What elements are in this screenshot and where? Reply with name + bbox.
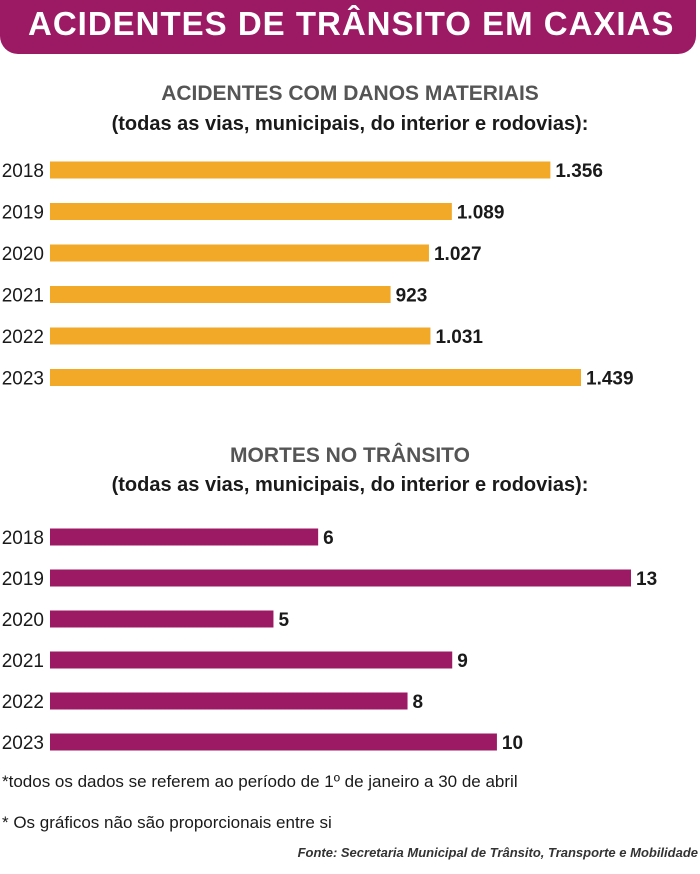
value-label-2020: 1.027 (434, 244, 482, 265)
year-label-2021: 2021 (2, 651, 44, 672)
year-label-2021: 2021 (2, 286, 44, 307)
year-label-2020: 2020 (2, 610, 44, 631)
year-label-2019: 2019 (2, 569, 44, 590)
value-label-2023: 1.439 (586, 369, 634, 390)
accidents-bar-chart: 2018 1.356 2019 1.089 2020 1.027 2021 923 2022 1.… (2, 161, 634, 390)
page-title: ACIDENTES DE TRÂNSITO EM CAXIAS (28, 5, 675, 42)
year-label-2022: 2022 (2, 327, 44, 348)
value-label-2019: 1.089 (457, 203, 505, 224)
bar-2022 (50, 327, 431, 345)
year-label-2018: 2018 (2, 161, 44, 182)
year-label-2023: 2023 (2, 369, 44, 390)
bar-2019 (50, 203, 452, 220)
chart-2-subtitle: (todas as vias, municipais, do interior … (111, 474, 589, 496)
year-label-2018: 2018 (2, 528, 44, 549)
title-banner: ACIDENTES DE TRÂNSITO EM CAXIAS (0, 0, 696, 54)
value-label-2023: 10 (502, 733, 523, 754)
bar-2023 (50, 369, 581, 386)
chart-1-title: ACIDENTES COM DANOS MATERIAIS (161, 82, 539, 105)
bar-2018 (50, 161, 551, 179)
value-label-2018: 6 (323, 528, 334, 549)
bar-2018 (50, 528, 319, 546)
bar-2020 (50, 610, 274, 628)
value-label-2021: 923 (396, 286, 428, 307)
value-label-2021: 9 (457, 651, 468, 672)
bar-2019 (50, 569, 631, 587)
year-label-2023: 2023 (2, 733, 44, 754)
year-label-2019: 2019 (2, 203, 44, 224)
year-label-2020: 2020 (2, 244, 44, 265)
chart-1-subtitle: (todas as vias, municipais, do interior … (111, 113, 589, 135)
footnote-proportion: * Os gráficos não são proporcionais entr… (2, 813, 332, 832)
value-label-2019: 13 (636, 569, 657, 590)
value-label-2022: 8 (413, 692, 424, 713)
value-label-2020: 5 (278, 610, 289, 631)
value-label-2022: 1.031 (435, 327, 483, 348)
footnote-period: *todos os dados se referem ao período de… (2, 772, 518, 791)
value-label-2018: 1.356 (555, 161, 603, 182)
chart-2-title: MORTES NO TRÂNSITO (230, 444, 470, 467)
bar-2020 (50, 244, 429, 262)
year-label-2022: 2022 (2, 692, 44, 713)
bar-2021 (50, 651, 453, 669)
deaths-bar-chart: 2018 6 2019 13 2020 5 2021 9 2022 8 2023 10 (2, 528, 657, 754)
bar-2022 (50, 692, 408, 710)
source-credit: Fonte: Secretaria Municipal de Trânsito,… (297, 845, 698, 860)
bar-2021 (50, 286, 391, 303)
bar-2023 (50, 733, 497, 751)
